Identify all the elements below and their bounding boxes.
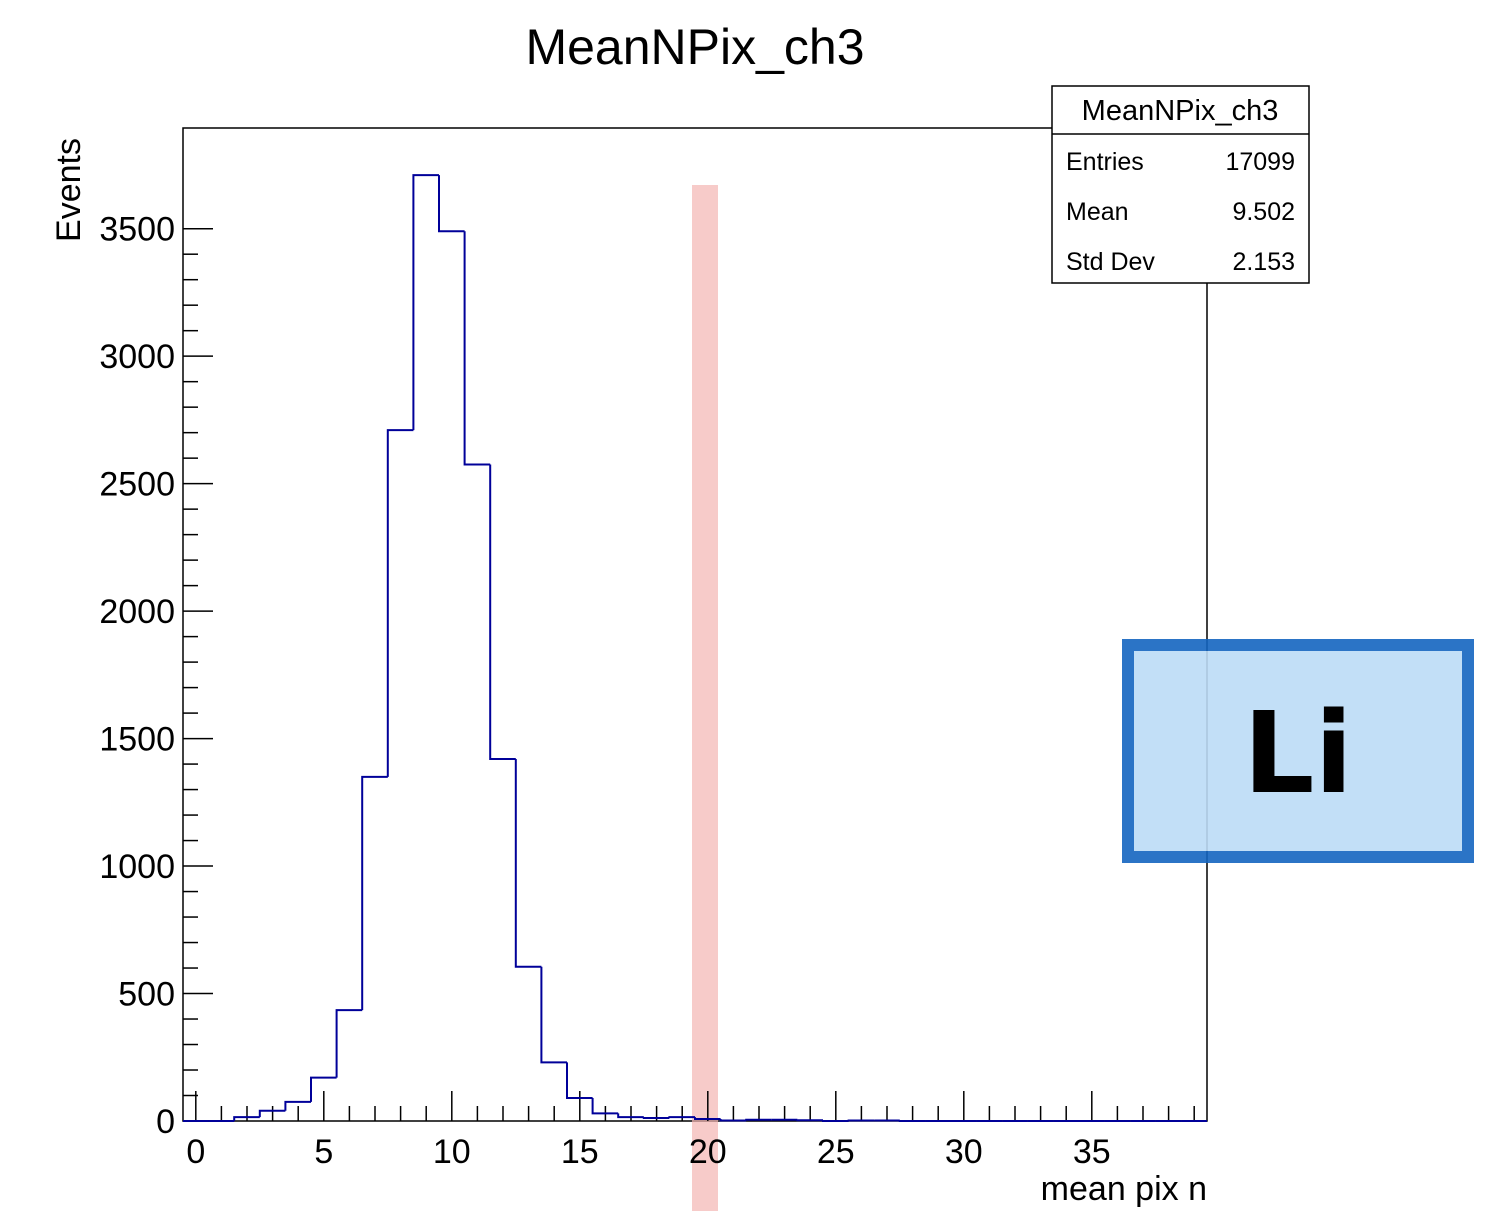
stats-value: 9.502 (1232, 198, 1295, 226)
stats-label: Std Dev (1066, 248, 1155, 276)
histogram-bin (514, 758, 542, 968)
x-axis-label: mean pix n (1041, 1170, 1207, 1208)
x-tick-label: 15 (561, 1133, 599, 1171)
histogram-bin (258, 1109, 286, 1118)
y-tick-label: 0 (156, 1103, 175, 1141)
histogram-bin (361, 775, 388, 1011)
highlight-band (692, 185, 718, 1211)
x-tick-label: 20 (689, 1133, 727, 1171)
histogram-bin (310, 1076, 337, 1102)
stats-frame (1051, 85, 1310, 284)
y-tick-label: 1500 (99, 721, 175, 759)
histogram-bin (386, 429, 414, 777)
stats-box: MeanNPix_ch3 Entries 17099 Mean 9.502 Std De… (1051, 85, 1310, 284)
histogram-bin (591, 1098, 619, 1115)
histogram-bin (822, 1120, 849, 1122)
y-axis-label: Events (50, 138, 88, 242)
stats-label: Entries (1066, 148, 1144, 176)
x-tick-label: 0 (186, 1133, 205, 1171)
annotation-text: Li (1243, 689, 1353, 819)
x-tick-label: 5 (314, 1133, 333, 1171)
histogram-bin (335, 1009, 363, 1078)
histogram-bin (489, 464, 516, 760)
histogram-bin (233, 1116, 260, 1121)
histogram-bin (694, 1117, 721, 1120)
histogram-bin (540, 966, 567, 1064)
histogram-bin (284, 1100, 311, 1111)
chart-title: MeanNPix_ch3 (525, 19, 864, 75)
y-tick-label: 3500 (99, 211, 175, 249)
x-tick-label: 35 (1073, 1133, 1111, 1171)
stats-label: Mean (1066, 198, 1129, 226)
x-tick-label: 30 (945, 1133, 983, 1171)
histogram-bin (642, 1116, 670, 1119)
histogram-bin (847, 1119, 875, 1122)
stats-title: MeanNPix_ch3 (1082, 95, 1279, 127)
histogram-bin (796, 1119, 823, 1122)
histogram-bin (668, 1116, 695, 1119)
y-tick-label: 2500 (99, 466, 175, 504)
histogram-bin (745, 1118, 772, 1121)
histogram-bin (412, 174, 439, 431)
y-tick-label: 500 (118, 976, 175, 1014)
histogram-bin (463, 231, 491, 466)
x-tick-label: 25 (817, 1133, 855, 1171)
histogram-bin (617, 1113, 644, 1119)
y-tick-label: 1000 (99, 848, 175, 886)
histogram-bin (898, 1120, 926, 1122)
plot-area: 0 500 1000 1500 2000 2500 3000 3500 0 5 10 15 20 25 30… (99, 174, 1207, 1171)
histogram-bin (566, 1062, 593, 1100)
stats-value: 2.153 (1232, 248, 1295, 276)
histogram-bin (438, 175, 465, 233)
annotation-box (1122, 639, 1474, 863)
x-tick-label: 10 (433, 1133, 471, 1171)
y-tick-label: 3000 (99, 338, 175, 376)
y-tick-label: 2000 (99, 593, 175, 631)
histogram-bin (719, 1118, 747, 1122)
stats-value: 17099 (1225, 148, 1295, 176)
